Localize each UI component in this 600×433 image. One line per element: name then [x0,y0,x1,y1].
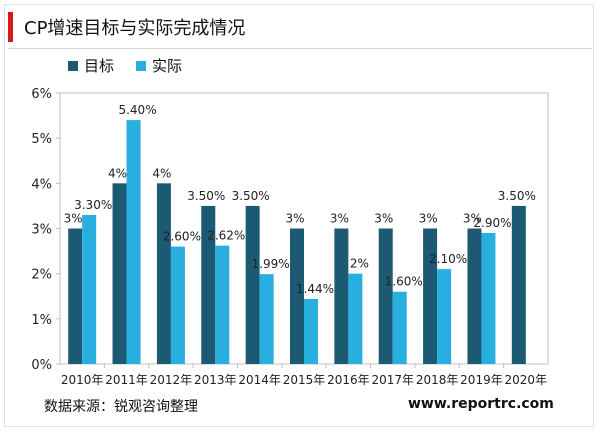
legend-item-target: 目标 [68,55,114,76]
bar-actual [437,269,452,364]
x-tick-label: 2012年 [150,373,193,387]
y-tick-label: 1% [31,313,52,328]
bar-target [201,205,216,364]
legend-label-actual: 实际 [152,57,183,75]
bar-target [68,228,83,364]
bar-actual [348,273,363,364]
x-tick-label: 2010年 [61,373,104,387]
bar-target [511,205,526,364]
data-label-actual: 1.44% [296,282,334,296]
data-label-target: 3% [64,212,83,226]
y-tick-label: 3% [31,223,52,238]
bar-actual [82,214,97,364]
legend-swatch-target [68,60,78,71]
x-tick-label: 2019年 [460,373,503,387]
data-label-target: 3% [374,212,393,226]
data-label-actual: 2.60% [163,230,201,244]
data-label-actual: 3.30% [74,198,112,212]
data-label-target: 3% [463,212,482,226]
bar-target [378,228,393,364]
bar-actual [126,120,141,364]
data-label-actual: 2.90% [473,216,511,230]
data-label-actual: 5.40% [118,103,156,117]
bar-actual [392,291,407,364]
x-tick-label: 2018年 [416,373,459,387]
data-label-actual: 2% [350,257,369,271]
x-tick-label: 2020年 [505,373,548,387]
website-label: www.reportrc.com [408,396,554,412]
legend-label-target: 目标 [84,57,115,75]
legend-swatch-actual [136,60,147,71]
x-tick-label: 2013年 [194,373,237,387]
x-tick-label: 2014年 [238,373,281,387]
bar-target [290,228,304,364]
bar-target [112,183,127,364]
x-tick-label: 2011年 [105,373,148,387]
bar-target [245,205,260,364]
data-label-target: 3% [330,212,349,226]
bar-actual [170,246,185,364]
y-tick-label: 6% [31,87,52,102]
title-divider [8,48,592,49]
data-label-actual: 1.60% [385,275,423,289]
y-tick-label: 2% [31,268,52,283]
data-label-target: 3.50% [498,189,536,203]
chart-title: CP增速目标与实际完成情况 [24,18,246,39]
x-tick-label: 2016年 [327,373,370,387]
bar-target [467,228,482,364]
data-label-target: 4% [152,166,171,180]
bar-target [334,228,349,364]
y-tick-label: 5% [31,132,52,147]
data-label-target: 3% [419,212,438,226]
bar-target [423,228,438,364]
y-tick-label: 0% [31,358,52,373]
bar-actual [215,245,230,364]
bar-actual [304,298,318,364]
data-label-target: 3.50% [187,189,225,203]
data-label-target: 4% [108,166,127,180]
x-tick-label: 2015年 [283,373,326,387]
bar-actual [481,233,496,364]
x-tick-label: 2017年 [371,373,414,387]
data-label-target: 3% [285,212,304,226]
legend-item-actual: 实际 [136,55,182,76]
legend: 目标 实际 [68,55,182,76]
data-label-target: 3.50% [232,189,270,203]
bar-actual [259,274,274,364]
source-note: 数据来源：锐观咨询整理 [44,399,198,415]
title-accent-bar [8,12,13,42]
data-label-actual: 1.99% [252,257,290,271]
y-tick-label: 4% [31,177,52,192]
data-label-actual: 2.10% [429,252,467,266]
bar-target [156,183,171,364]
data-label-actual: 2.62% [207,229,245,243]
